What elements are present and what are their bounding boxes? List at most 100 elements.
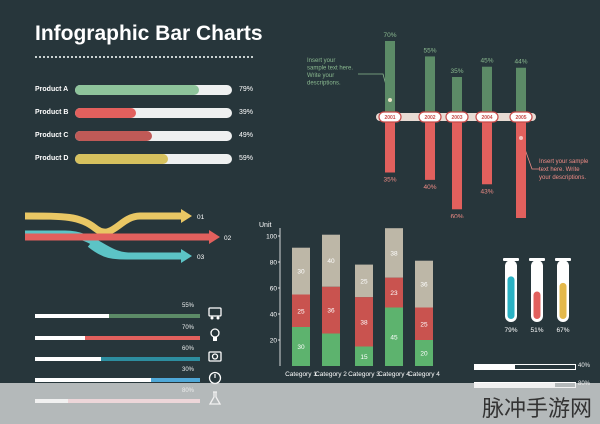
segment-label: 36	[327, 308, 335, 315]
year-pill	[418, 111, 442, 123]
stack-segment	[415, 340, 433, 366]
year-pill	[445, 111, 469, 123]
stack-segment	[415, 307, 433, 340]
arrow-01-path	[24, 212, 182, 236]
note-bottom-line: text here. Write	[539, 167, 580, 173]
product-label: Product A	[35, 86, 69, 93]
progress-value: 70%	[182, 325, 195, 331]
segment-label: 38	[360, 319, 368, 326]
up-label: 35%	[450, 68, 463, 75]
watermark-text: 脉冲手游网	[481, 397, 592, 422]
stack-segment	[355, 264, 373, 298]
segment-label: 30	[297, 344, 305, 351]
note-top-line: sample text here.	[307, 66, 353, 72]
stack-segment	[355, 346, 373, 366]
stack-segment	[322, 333, 340, 366]
tube-label: 67%	[556, 327, 569, 334]
category-label: Category 1	[285, 371, 317, 378]
arrow-03-overlap	[87, 241, 131, 260]
y-axis-label: Unit	[259, 222, 272, 229]
product-value: 79%	[239, 86, 254, 93]
product-bar	[75, 154, 168, 164]
tube-rim	[529, 258, 545, 261]
up-bar	[425, 56, 435, 113]
arrow-01-head	[181, 209, 192, 223]
tube-fill	[559, 282, 567, 319]
product-track	[75, 85, 232, 95]
year-label: 2004	[481, 115, 492, 121]
watermark-band: 脉冲手游网	[0, 383, 600, 424]
stack-segment	[385, 307, 403, 366]
stack-segment	[385, 277, 403, 308]
y-tick-label: 40	[270, 312, 278, 319]
progress-fill	[109, 314, 200, 318]
product-bar	[75, 131, 152, 141]
stack-segment	[292, 327, 310, 366]
segment-label: 23	[390, 290, 398, 297]
product-bar	[75, 108, 137, 118]
camera-icon	[208, 351, 222, 362]
tube-fill	[507, 276, 515, 319]
category-label: Category 3	[348, 371, 380, 378]
category-label: Category 4	[408, 371, 440, 378]
down-label: 60%	[450, 213, 463, 218]
arrow-label-03: 03	[197, 254, 205, 261]
page-title: Infographic Bar Charts	[35, 22, 263, 45]
note-bottom-dot	[519, 136, 523, 140]
note-top-dot	[388, 98, 392, 102]
year-label: 2003	[451, 115, 462, 121]
progress-fill	[84, 336, 200, 340]
stack-segment	[322, 286, 340, 334]
year-pill	[509, 111, 533, 123]
truck-icon	[208, 307, 222, 320]
up-bar	[516, 67, 526, 113]
tube-rim	[555, 258, 571, 261]
category-label: Category 4	[378, 371, 410, 378]
product-label: Product B	[35, 109, 69, 116]
product-value: 59%	[239, 155, 254, 162]
product-track	[75, 131, 232, 141]
note-bottom-line: Insert your sample	[539, 159, 589, 165]
segment-label: 15	[360, 354, 368, 361]
progress-value: 60%	[182, 346, 195, 352]
note-bottom-line: your descriptions.	[539, 175, 586, 181]
stack-segment	[292, 247, 310, 295]
category-label: Category 2	[315, 371, 347, 378]
product-row: Product C 49%	[0, 129, 280, 143]
title-divider	[35, 56, 253, 58]
tube-rim	[503, 258, 519, 261]
product-row: Product A 79%	[0, 83, 280, 97]
product-value: 39%	[239, 109, 254, 116]
up-label: 45%	[480, 58, 493, 65]
year-label: 2001	[384, 115, 395, 121]
product-bar	[75, 85, 200, 95]
progress-value: 30%	[182, 367, 195, 373]
down-bar	[516, 121, 526, 218]
lightbulb-icon	[210, 328, 220, 341]
y-tick-label: 100	[266, 234, 277, 241]
progress-value: 55%	[182, 303, 195, 309]
up-label: 70%	[383, 32, 396, 39]
y-tick-label: 60	[270, 286, 278, 293]
down-bar	[425, 121, 435, 180]
stack-segment	[385, 228, 403, 278]
product-track	[75, 154, 232, 164]
down-label: 35%	[383, 177, 396, 184]
note-top-line: Insert your	[307, 58, 335, 64]
up-label: 44%	[514, 59, 527, 66]
bottom-bar-value: 40%	[578, 363, 591, 369]
arrow-02-head	[209, 230, 220, 244]
progress-track	[35, 378, 200, 382]
segment-label: 38	[390, 250, 398, 257]
segment-label: 25	[420, 321, 428, 328]
product-track	[75, 108, 232, 118]
product-label: Product D	[35, 155, 69, 162]
segment-label: 40	[327, 258, 335, 265]
product-value: 49%	[239, 132, 254, 139]
segment-label: 36	[420, 282, 428, 289]
progress-fill	[101, 357, 200, 361]
tube-label: 51%	[530, 327, 543, 334]
segment-label: 45	[390, 334, 398, 341]
segment-label: 25	[360, 278, 368, 285]
down-label: 40%	[423, 184, 436, 191]
